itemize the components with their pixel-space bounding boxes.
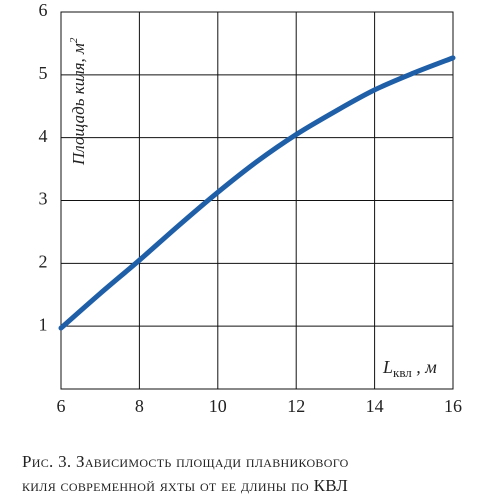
data-line [58, 55, 456, 331]
y-label-sup: 2 [68, 37, 80, 43]
x-tick-label: 16 [444, 396, 462, 416]
x-axis-label: Lквл , м [382, 357, 437, 380]
x-tick-label: 10 [209, 396, 227, 416]
x-label-sub: квл [393, 365, 412, 380]
x-label-text: L [382, 357, 393, 377]
caption-line: Рис. 3. Зависимость площади плавникового [22, 452, 349, 471]
y-tick-label: 1 [39, 314, 48, 334]
caption-line: киля современной яхты от ее длины по КВЛ [22, 476, 348, 495]
x-tick-label: 8 [135, 396, 144, 416]
y-tick-label: 3 [39, 189, 48, 209]
y-tick-label: 2 [39, 251, 48, 271]
x-tick-label: 12 [287, 396, 305, 416]
x-tick-label: 14 [366, 396, 384, 416]
x-tick-label: 6 [57, 396, 66, 416]
y-tick-label: 5 [39, 63, 48, 83]
y-tick-label: 4 [39, 126, 48, 146]
y-axis-label: Площадь киля, м2 [68, 37, 88, 166]
y-label-text: Площадь киля, м [69, 43, 88, 166]
y-tick-label: 6 [39, 0, 48, 20]
x-label-unit: , м [412, 357, 438, 377]
